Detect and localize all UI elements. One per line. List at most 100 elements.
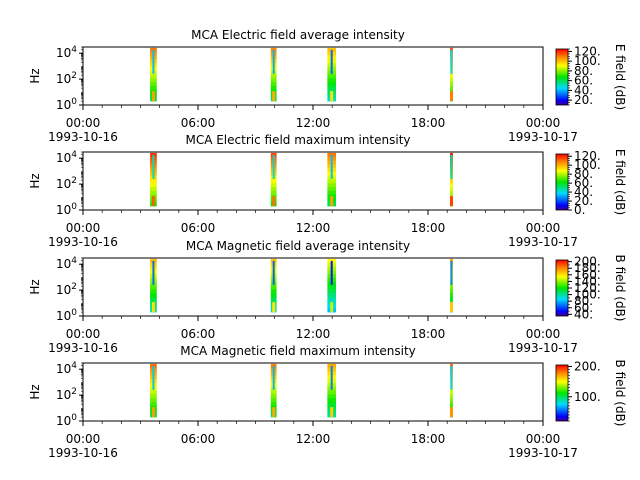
burst-cell <box>450 296 453 302</box>
burst-core <box>330 365 333 390</box>
panel-3: MCA Magnetic field average intensity 100 1… <box>28 239 627 355</box>
burst-cell <box>450 401 453 407</box>
x-date-label: 1993-10-17 <box>508 341 578 355</box>
burst-cell <box>270 85 277 91</box>
y-tick-label: 104 <box>56 361 77 376</box>
colorbar-tick-label: 120. <box>574 44 601 58</box>
burst-cell <box>450 74 453 79</box>
colorbar-tick-label: 60. <box>574 176 593 190</box>
y-axis-label: Hz <box>28 173 42 188</box>
x-tick-label: 12:00 <box>296 432 331 446</box>
burst-cell <box>450 390 453 395</box>
burst-cell <box>450 82 453 87</box>
y-tick-label: 102 <box>56 176 77 191</box>
burst <box>150 152 157 207</box>
burst-base <box>272 302 276 313</box>
burst-cell <box>270 285 277 290</box>
y-tick-label: 104 <box>56 45 77 60</box>
burst-cell <box>270 179 277 184</box>
x-tick-label: 18:00 <box>411 116 446 130</box>
burst-cell <box>150 85 157 91</box>
x-tick-label: 00:00 <box>526 432 561 446</box>
burst-base <box>272 196 276 207</box>
colorbar-tick-label: 60. <box>574 74 593 88</box>
burst-cell <box>150 289 157 294</box>
colorbar-tick-label: 100. <box>574 288 601 302</box>
colorbar-tick-label: 20. <box>574 194 593 208</box>
x-tick-label: 06:00 <box>181 432 216 446</box>
panel-2: MCA Electric field maximum intensity 100 1… <box>28 133 627 249</box>
burst-core <box>272 365 275 390</box>
burst-cell <box>270 183 277 188</box>
x-tick-label: 06:00 <box>181 221 216 235</box>
colorbar-label: E field (dB) <box>613 149 627 215</box>
colorbar-tick-label: 200. <box>574 255 601 269</box>
colorbar-label: B field (dB) <box>613 360 627 427</box>
burst-cell <box>327 296 336 302</box>
burst-cell <box>150 74 157 79</box>
burst-base <box>449 91 453 102</box>
x-date-label: 1993-10-16 <box>48 341 118 355</box>
burst-base <box>330 407 334 418</box>
burst-cell <box>327 190 336 196</box>
burst-core <box>450 260 453 285</box>
burst-cell <box>270 293 277 298</box>
burst-cell <box>270 78 277 83</box>
burst-cell <box>327 74 336 79</box>
burst-core <box>152 49 155 74</box>
burst-base <box>449 302 453 313</box>
x-tick-label: 00:00 <box>66 116 101 130</box>
y-tick-label: 100 <box>56 202 77 217</box>
x-tick-label: 06:00 <box>181 116 216 130</box>
burst <box>150 363 157 418</box>
colorbar-tick-label: 40. <box>574 307 593 321</box>
burst-cell <box>327 187 336 192</box>
burst-cell <box>270 190 277 196</box>
burst-base <box>151 91 155 102</box>
x-date-label: 1993-10-17 <box>508 235 578 249</box>
colorbar-tick-label: 80. <box>574 167 593 181</box>
y-axis-label: Hz <box>28 384 42 399</box>
x-tick-label: 12:00 <box>296 221 331 235</box>
burst-cell <box>150 296 157 302</box>
y-axis-label: Hz <box>28 279 42 294</box>
burst-cell <box>270 296 277 302</box>
burst-cell <box>270 394 277 399</box>
colorbar <box>555 364 569 422</box>
burst-cell <box>150 183 157 188</box>
burst-cell <box>150 293 157 298</box>
burst-cell <box>270 74 277 79</box>
y-tick-label: 100 <box>56 97 77 112</box>
burst <box>270 258 277 313</box>
burst-cell <box>450 285 453 290</box>
burst-cell <box>327 390 336 395</box>
burst-cell <box>450 78 453 83</box>
colorbar-tick-label: 100. <box>574 390 601 404</box>
y-axis-label: Hz <box>28 68 42 83</box>
x-tick-label: 12:00 <box>296 327 331 341</box>
burst-cell <box>150 285 157 290</box>
burst-base <box>151 407 155 418</box>
x-tick-label: 00:00 <box>526 327 561 341</box>
x-tick-label: 00:00 <box>66 221 101 235</box>
colorbar-tick-label: 0. <box>574 203 585 217</box>
x-tick-label: 00:00 <box>526 116 561 130</box>
burst-cell <box>450 187 453 192</box>
x-tick-label: 18:00 <box>411 221 446 235</box>
burst-base <box>272 91 276 102</box>
burst-core <box>272 260 275 285</box>
burst-cell <box>270 390 277 395</box>
burst-base <box>449 407 453 418</box>
y-tick-label: 104 <box>56 256 77 271</box>
y-tick-label: 100 <box>56 413 77 428</box>
y-tick-label: 102 <box>56 71 77 86</box>
burst-cell <box>150 401 157 407</box>
burst <box>270 47 277 102</box>
burst-core <box>272 49 275 74</box>
y-tick-label: 102 <box>56 387 77 402</box>
panel-title: MCA Electric field average intensity <box>191 28 405 42</box>
colorbar-tick-label: 20. <box>574 93 593 107</box>
burst-cell <box>270 289 277 294</box>
colorbar <box>555 153 569 211</box>
